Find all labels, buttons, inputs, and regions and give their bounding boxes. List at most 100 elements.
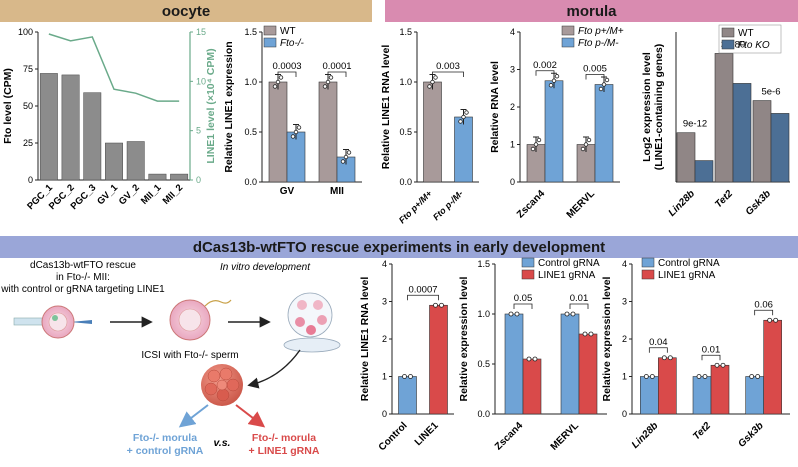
bar bbox=[454, 116, 473, 183]
x-tick-label: MII_1 bbox=[139, 182, 164, 207]
x-tick-label: MERVL bbox=[549, 420, 581, 452]
p-value: 0.0001 bbox=[322, 61, 351, 72]
chart-rescue_expr2: 0 1 2 3 4 Relative expression level Lin28b Tet2… bbox=[601, 257, 790, 451]
p-bracket bbox=[754, 309, 774, 316]
legend-box bbox=[718, 24, 782, 54]
y-tick-label: 3 bbox=[622, 297, 627, 307]
y-tick-label: 100 bbox=[18, 27, 33, 37]
data-point bbox=[580, 146, 586, 152]
x-tick-label: GV_2 bbox=[117, 182, 142, 207]
p-bracket bbox=[648, 347, 668, 353]
y-tick-label: 0 bbox=[510, 177, 515, 187]
data-point bbox=[290, 134, 296, 139]
p-bracket bbox=[407, 294, 439, 301]
x-tick-label: MII_2 bbox=[161, 182, 186, 207]
bar bbox=[578, 333, 598, 415]
diagram-title-line3: with control or gRNA targeting LINE1 bbox=[0, 284, 165, 295]
data-point bbox=[601, 82, 607, 87]
bar bbox=[544, 80, 564, 183]
legend-label: Control gRNA bbox=[538, 258, 600, 269]
bar bbox=[763, 319, 782, 415]
y-tick-label: 3 bbox=[510, 65, 515, 75]
data-point bbox=[702, 374, 708, 379]
legend-label: Control gRNA bbox=[658, 258, 720, 269]
oocyte-banner: oocyte bbox=[0, 0, 372, 22]
morula-banner: morula bbox=[385, 0, 798, 22]
rescue-diagram: dCas13b-wtFTO rescue in Fto-/- MII: with… bbox=[0, 260, 341, 457]
data-point bbox=[343, 154, 349, 160]
data-point bbox=[582, 331, 588, 337]
y-tick-label: 0 bbox=[382, 409, 387, 419]
x-tick-label: GV_1 bbox=[95, 182, 120, 207]
data-point bbox=[296, 125, 302, 130]
rescue-banner: dCas13b-wtFTO rescue experiments in earl… bbox=[0, 236, 798, 258]
data-point bbox=[696, 374, 702, 379]
y2-tick-label: 0 bbox=[196, 175, 201, 185]
p-value: 0.003 bbox=[436, 61, 460, 72]
rescue-title: dCas13b-wtFTO rescue experiments in earl… bbox=[192, 238, 606, 256]
legend-swatch bbox=[561, 37, 575, 48]
data-point bbox=[325, 79, 331, 85]
x-tick-label: GV bbox=[280, 186, 295, 197]
data-point bbox=[532, 356, 538, 362]
legend-label: WT bbox=[738, 28, 754, 39]
bar bbox=[658, 357, 677, 415]
x-tick-label: Fto p-/M- bbox=[431, 188, 465, 222]
data-point bbox=[508, 311, 514, 317]
y-axis-label: Relative expression level bbox=[601, 276, 613, 401]
data-point bbox=[402, 374, 407, 379]
legend-swatch bbox=[521, 269, 535, 280]
legend-label: Fto KO bbox=[738, 40, 770, 51]
diagram-title-line2: in Fto-/- MII: bbox=[56, 272, 110, 283]
diagram-title-line1: dCas13b-wtFTO rescue bbox=[30, 260, 136, 271]
icsi-cell-icon bbox=[169, 299, 232, 341]
data-point bbox=[530, 146, 536, 152]
p-value: 0.01 bbox=[702, 344, 721, 355]
arrow-line1 bbox=[235, 404, 266, 428]
data-point bbox=[551, 78, 557, 83]
arrow-3 bbox=[247, 349, 301, 389]
bar bbox=[594, 84, 614, 183]
oocyte-title: oocyte bbox=[161, 2, 211, 20]
legend-label: LINE1 gRNA bbox=[658, 270, 716, 281]
legend-swatch bbox=[561, 25, 575, 36]
data-point bbox=[536, 137, 542, 143]
data-point bbox=[773, 317, 779, 323]
x-tick-label: Lin28b bbox=[667, 188, 698, 219]
bar bbox=[398, 376, 417, 415]
x-tick-label: Fto p+/M+ bbox=[397, 188, 435, 226]
y-tick-label: 4 bbox=[622, 259, 627, 269]
x-tick-label: Tet2 bbox=[713, 188, 735, 210]
legend-label: Fto p+/M+ bbox=[578, 26, 624, 37]
legend-label: Fto-/- bbox=[280, 38, 305, 49]
y-tick-label: 0 bbox=[28, 175, 33, 185]
p-value: 0.01 bbox=[570, 293, 589, 304]
legend-swatch bbox=[721, 39, 735, 50]
legend-swatch bbox=[721, 27, 735, 38]
data-point bbox=[340, 159, 346, 164]
bar bbox=[105, 142, 123, 181]
x-tick-label: Gsk3b bbox=[744, 188, 773, 217]
data-point bbox=[433, 302, 438, 308]
y-tick-label: 0.5 bbox=[399, 127, 412, 137]
legend-label: WT bbox=[280, 26, 296, 37]
y-tick-label: 1.5 bbox=[399, 27, 412, 37]
y-tick-label: 1 bbox=[382, 372, 387, 382]
x-tick-label: MERVL bbox=[565, 188, 597, 220]
bar bbox=[710, 364, 730, 415]
legend-swatch bbox=[521, 257, 535, 268]
p-bracket bbox=[277, 71, 297, 77]
data-point bbox=[661, 355, 667, 361]
y-axis-label: Log2 expression level bbox=[641, 52, 653, 162]
y-tick-label: 3 bbox=[382, 297, 387, 307]
data-point bbox=[570, 311, 576, 317]
data-point bbox=[430, 79, 435, 85]
y-tick-label: 2 bbox=[382, 334, 387, 344]
y-tick-label: 25 bbox=[23, 138, 33, 148]
chart-rescue_expr1: 0.0 0.5 1.0 1.5 Relative expression level Zsc… bbox=[458, 257, 607, 453]
vs-label: v.s. bbox=[214, 437, 231, 449]
data-point bbox=[604, 77, 610, 83]
line1-series bbox=[48, 33, 180, 102]
chart-rescue_line1: 0 1 2 3 4 Relative LINE1 RNA level Control LINE… bbox=[359, 259, 454, 453]
